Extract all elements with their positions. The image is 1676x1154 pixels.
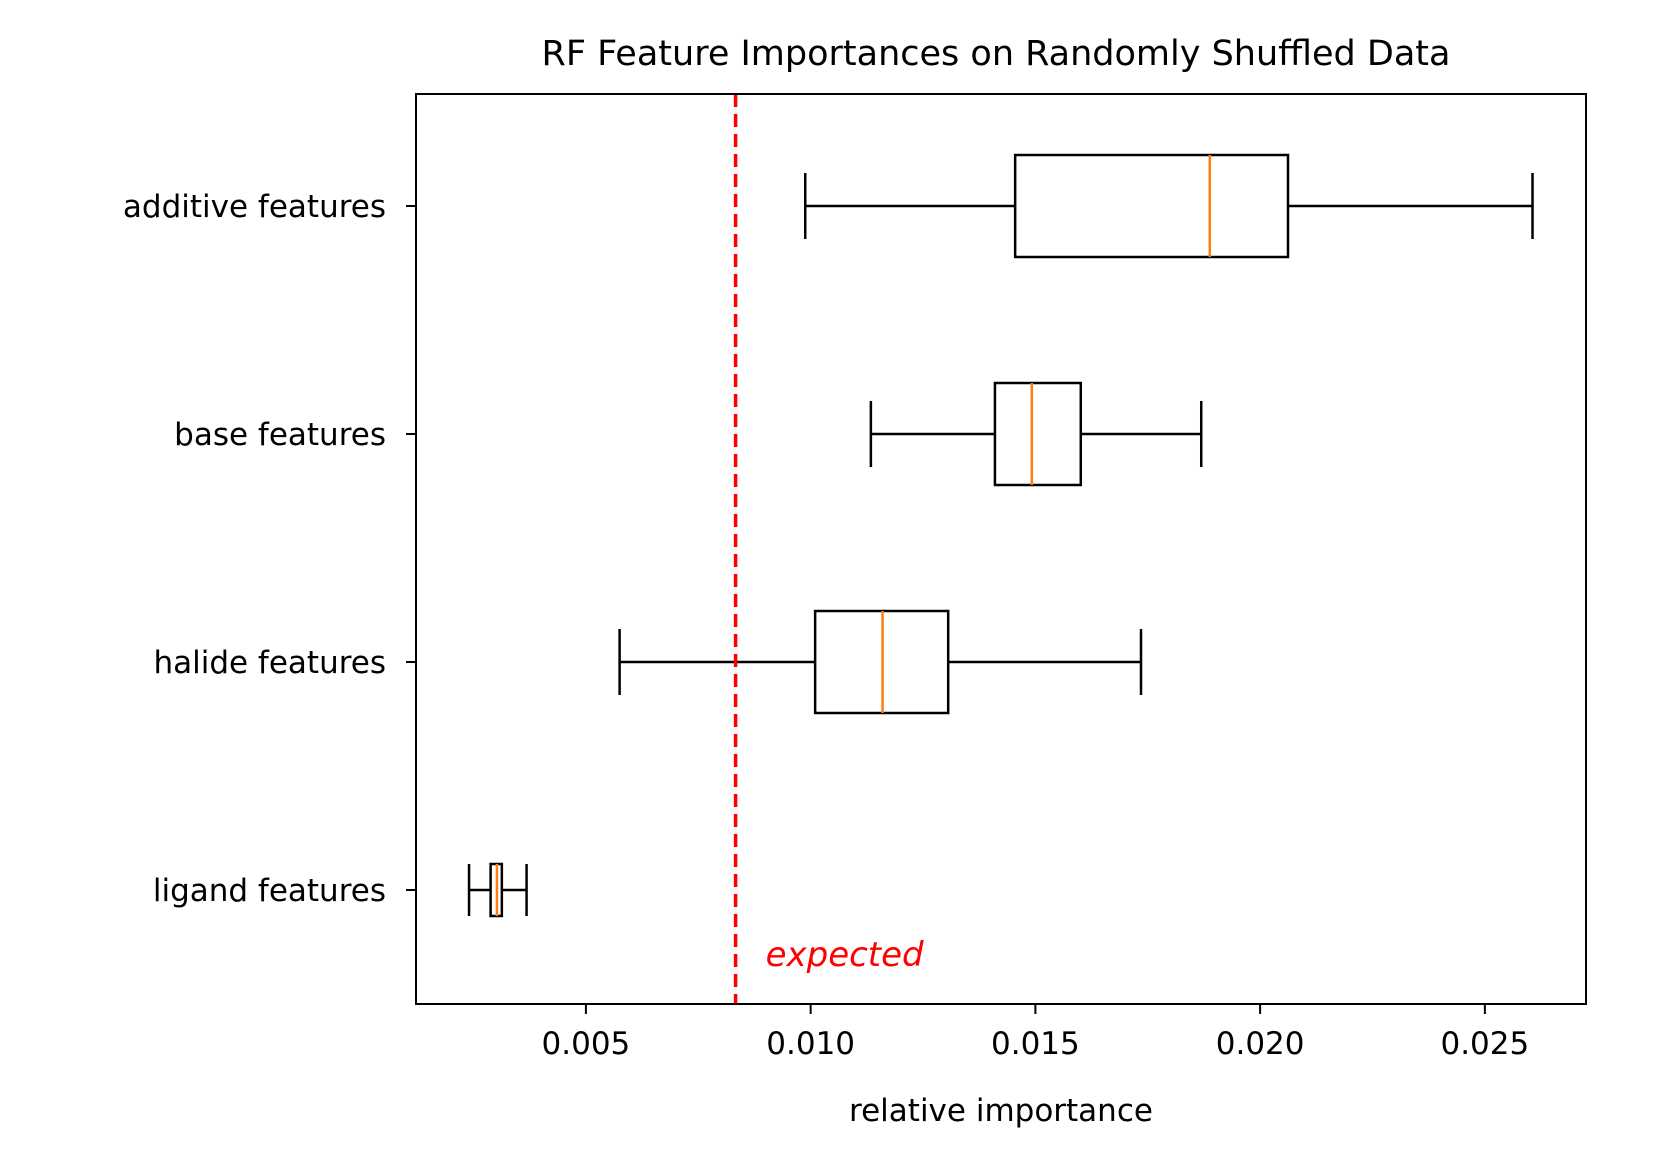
y-tick-label: halide features — [153, 645, 386, 681]
y-tick-label: ligand features — [153, 873, 386, 909]
x-tick-label: 0.010 — [766, 1026, 855, 1062]
box — [993, 381, 1083, 487]
chart-title: RF Feature Importances on Randomly Shuff… — [542, 34, 1451, 74]
x-axis-label: relative importance — [849, 1093, 1153, 1129]
x-tick-label: 0.020 — [1216, 1026, 1305, 1062]
axes-frame — [415, 93, 1587, 1005]
x-tick-label: 0.025 — [1440, 1026, 1529, 1062]
x-tick-label: 0.005 — [542, 1026, 631, 1062]
y-tick-label: base features — [174, 417, 386, 453]
y-tick-label: additive features — [123, 189, 386, 225]
x-tick-label: 0.015 — [991, 1026, 1080, 1062]
plot-area: 0.005 0.010 0.015 0.020 0.025 additive featur… — [123, 94, 1534, 1062]
expected-label: expected — [766, 935, 924, 975]
box — [1013, 153, 1290, 259]
